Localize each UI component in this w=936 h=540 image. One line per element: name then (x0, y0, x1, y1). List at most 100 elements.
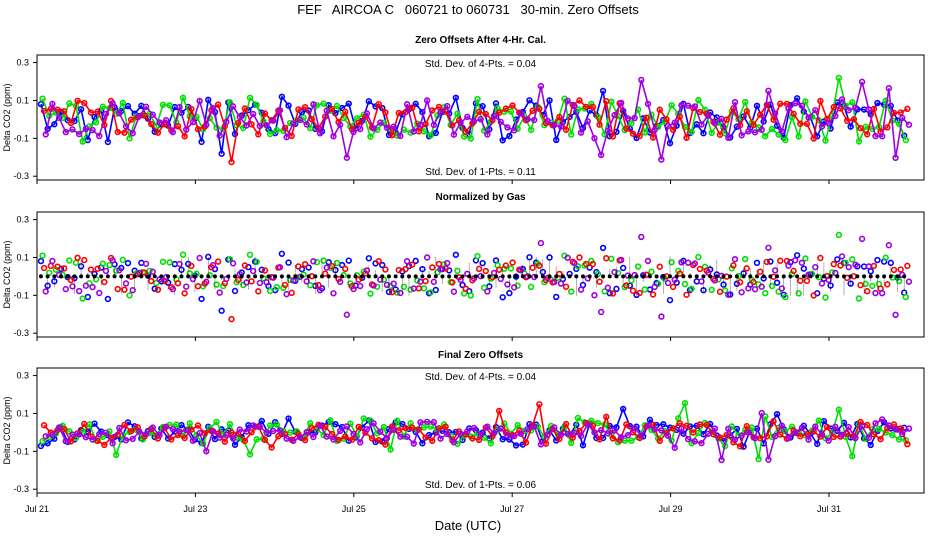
data-point-gas3 (482, 110, 489, 118)
reference-point (494, 274, 499, 279)
data-point-gas3 (255, 288, 262, 295)
data-point-gas4 (537, 239, 545, 247)
data-point-gas4 (229, 435, 237, 442)
data-point-gas4 (517, 267, 525, 274)
data-point-gas4 (591, 135, 598, 142)
data-point-gas2 (628, 277, 635, 284)
data-point-gas3 (469, 435, 476, 442)
data-point-gas1 (77, 106, 85, 113)
reference-point (360, 274, 365, 279)
data-point-gas2 (822, 294, 829, 301)
reference-point (701, 274, 706, 279)
data-point-gas3 (355, 119, 362, 126)
data-point-gas2 (400, 283, 408, 290)
data-point-gas4 (658, 313, 665, 320)
data-point-gas4 (611, 111, 618, 119)
data-point-gas2 (39, 252, 46, 259)
data-point-gas4 (410, 440, 417, 447)
reference-point (788, 274, 793, 279)
data-point-gas4 (149, 268, 156, 275)
data-point-gas2 (307, 282, 314, 289)
reference-point (259, 274, 264, 279)
data-point-gas2 (487, 440, 495, 447)
data-point-gas2 (153, 122, 160, 130)
data-point-gas2 (266, 130, 274, 138)
data-point-gas1 (258, 417, 265, 425)
data-point-gas4 (437, 266, 444, 273)
reference-point (219, 274, 224, 279)
data-point-gas4 (765, 87, 772, 94)
data-point-gas4 (812, 106, 819, 114)
data-point-gas1 (37, 257, 45, 265)
data-point-gas1 (365, 98, 373, 105)
data-point-gas4 (664, 279, 672, 287)
data-point-gas2 (474, 252, 481, 260)
data-point-gas2 (708, 129, 715, 137)
reference-point (594, 274, 599, 279)
data-point-gas4 (490, 112, 498, 120)
data-point-gas3 (877, 435, 884, 443)
data-point-gas1 (767, 258, 774, 265)
data-point-gas2 (775, 131, 782, 138)
data-point-gas2 (895, 436, 903, 443)
data-point-gas4 (263, 429, 270, 436)
data-point-gas2 (775, 288, 782, 295)
data-point-gas3 (609, 133, 617, 140)
data-point-gas3 (188, 105, 195, 113)
data-point-gas4 (504, 432, 511, 439)
x-axis-label: Date (UTC) (434, 518, 502, 533)
data-point-gas3 (750, 278, 757, 286)
data-point-gas2 (641, 286, 649, 293)
data-point-gas3 (355, 276, 362, 283)
data-point-gas4 (477, 431, 484, 439)
data-point-gas4 (169, 425, 177, 433)
data-point-gas3 (228, 315, 235, 323)
data-point-gas3 (596, 121, 603, 128)
data-point-gas4 (490, 429, 498, 437)
data-point-gas4 (457, 276, 464, 284)
data-point-gas4 (82, 125, 90, 132)
reference-point (674, 274, 679, 279)
data-point-gas4 (791, 257, 799, 264)
reference-point (92, 274, 97, 279)
panel-title: Final Zero Offsets (438, 350, 523, 361)
data-point-gas3 (295, 263, 302, 270)
data-point-gas4 (604, 284, 612, 291)
reference-point (306, 274, 311, 279)
data-point-gas3 (308, 424, 315, 432)
data-point-gas1 (218, 150, 225, 157)
data-point-gas4 (397, 289, 404, 297)
data-point-gas3 (636, 289, 643, 297)
reference-point (487, 274, 492, 279)
data-point-gas3 (127, 116, 135, 123)
data-point-gas4 (878, 132, 886, 140)
data-point-gas4 (791, 100, 799, 107)
data-point-gas4 (751, 129, 759, 136)
data-point-gas4 (357, 125, 364, 133)
data-point-gas4 (75, 287, 83, 295)
data-point-gas3 (348, 436, 356, 443)
data-point-gas4 (597, 427, 605, 434)
y-tick-label: -0.3 (13, 328, 29, 338)
data-point-gas4 (62, 128, 69, 136)
data-point-gas2 (527, 126, 535, 134)
data-point-gas2 (849, 256, 856, 263)
data-point-gas2 (849, 452, 856, 460)
data-point-gas3 (355, 423, 362, 431)
data-point-gas2 (741, 255, 749, 263)
series-line-gas3 (43, 97, 908, 163)
data-point-gas2 (394, 417, 401, 424)
data-point-gas4 (497, 118, 504, 126)
data-point-gas3 (221, 438, 229, 445)
data-point-gas1 (91, 113, 98, 121)
data-point-gas4 (209, 427, 217, 435)
data-point-gas2 (420, 424, 428, 431)
data-point-gas3 (87, 109, 95, 116)
data-point-gas4 (203, 278, 210, 286)
data-point-gas2 (253, 258, 260, 266)
data-point-gas4 (644, 257, 652, 265)
data-point-gas2 (173, 421, 180, 428)
data-point-gas2 (92, 119, 100, 126)
data-point-gas3 (890, 266, 898, 274)
data-point-gas2 (320, 257, 327, 264)
